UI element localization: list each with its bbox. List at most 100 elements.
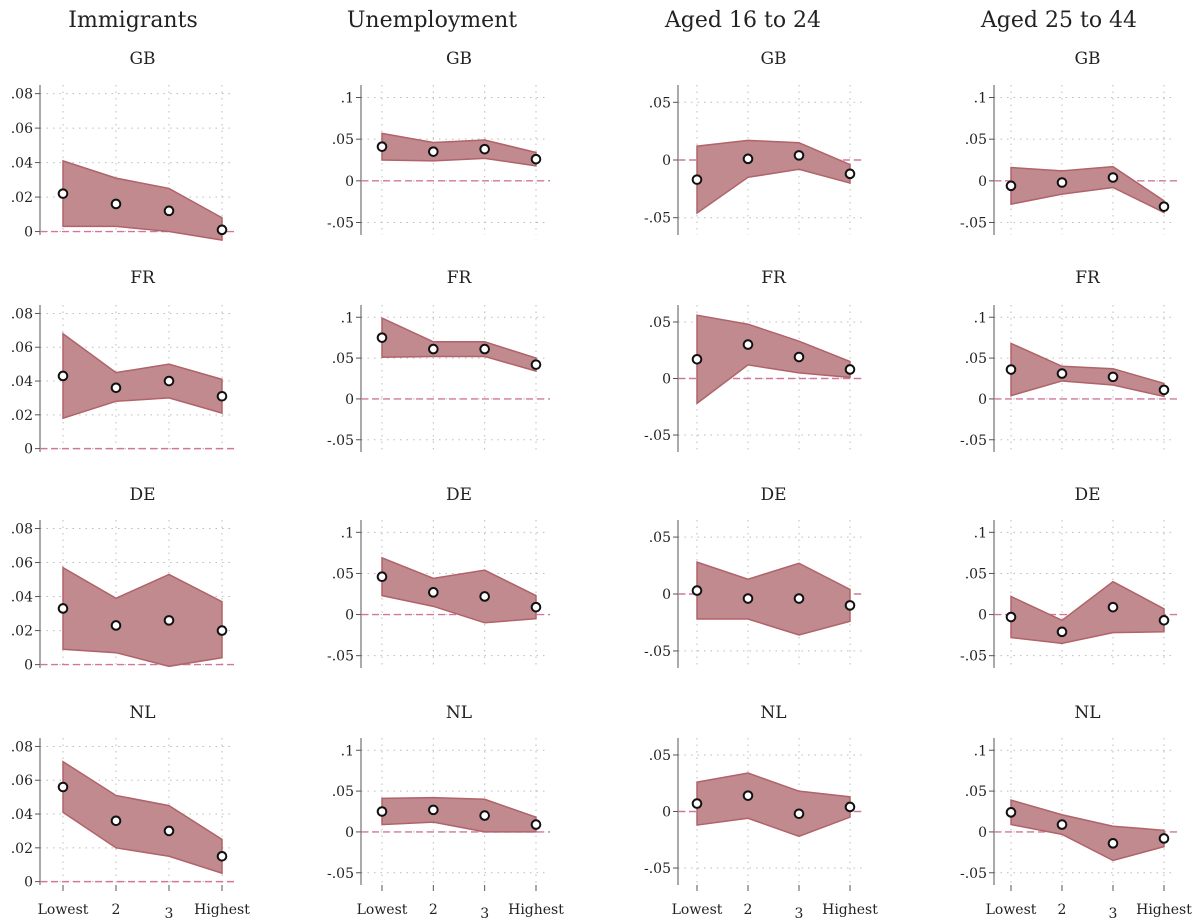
y-tick-label: .02: [11, 841, 33, 857]
y-tick-label: .08: [11, 306, 33, 322]
panel-title: DE: [760, 485, 786, 505]
point-estimate: [428, 587, 439, 598]
panel-0-3: NL 0 .02 .04 .06 .08: [11, 703, 236, 891]
point-estimate: [57, 781, 69, 793]
y-tick-label: -.05: [644, 428, 671, 444]
y-tick-label: -.05: [960, 216, 987, 232]
y-tick-label: 0: [24, 875, 33, 891]
confidence-band: [1010, 342, 1165, 398]
y-tick-label: 0: [345, 608, 354, 624]
x-tick-label: 3: [1109, 906, 1118, 922]
confidence-band: [1010, 580, 1165, 645]
point-estimate: [57, 603, 69, 614]
panel-title: GB: [129, 49, 155, 69]
point-estimate: [428, 343, 439, 355]
y-tick-label: 0: [978, 608, 987, 624]
y-tick-label: .1: [974, 743, 987, 759]
y-tick-label: .06: [11, 556, 33, 572]
point-estimate: [163, 825, 175, 837]
panel-title: GB: [760, 49, 786, 69]
y-tick-label: .1: [974, 525, 987, 541]
y-tick-label: -.05: [327, 433, 354, 449]
panel-title: NL: [446, 703, 472, 723]
y-tick-label: .05: [965, 566, 987, 582]
y-tick-label: 0: [662, 587, 671, 603]
column-title: Aged 25 to 44: [980, 8, 1137, 33]
y-tick-label: 0: [662, 372, 671, 388]
point-estimate: [216, 224, 228, 236]
y-tick-label: .06: [11, 340, 33, 356]
point-estimate: [1056, 368, 1068, 379]
point-estimate: [844, 364, 856, 375]
point-estimate: [1158, 384, 1170, 396]
point-estimate: [1056, 177, 1068, 188]
point-estimate: [479, 143, 490, 155]
y-tick-label: .05: [965, 784, 987, 800]
panel-title: NL: [760, 703, 786, 723]
point-estimate: [742, 790, 754, 801]
panel-title: DE: [446, 485, 472, 505]
x-axis-1: Lowest 2 3 Highest: [357, 885, 564, 922]
x-tick-label: Highest: [1136, 902, 1192, 918]
confidence-band: [381, 556, 537, 624]
y-tick-label: -.05: [327, 649, 354, 665]
y-tick-label: .1: [341, 743, 354, 759]
point-estimate: [163, 615, 175, 626]
y-tick-label: .08: [11, 87, 33, 103]
panel-title: NL: [129, 703, 155, 723]
chart-column-3: Aged 25 to 44 GB -.05 0 .05 .1 FR -.05 0 .05 .1 DE -…: [960, 8, 1192, 922]
point-estimate: [1056, 626, 1068, 638]
point-estimate: [216, 390, 228, 402]
panel-1-2: DE -.05 0 .05 .1: [327, 485, 550, 668]
y-tick-label: .02: [11, 408, 33, 424]
confidence-band: [62, 566, 223, 668]
y-tick-label: .06: [11, 121, 33, 137]
point-estimate: [691, 174, 703, 185]
y-tick-label: -.05: [644, 861, 671, 877]
x-tick-label: 2: [1058, 902, 1067, 918]
y-tick-label: -.05: [327, 866, 354, 882]
point-estimate: [110, 815, 122, 827]
point-estimate: [479, 810, 490, 821]
y-tick-label: 0: [978, 174, 987, 190]
y-tick-label: .05: [332, 784, 354, 800]
point-estimate: [844, 600, 856, 611]
confidence-band: [696, 314, 851, 405]
y-tick-label: -.05: [960, 866, 987, 882]
x-tick-label: Highest: [194, 902, 250, 918]
confidence-band: [1010, 165, 1165, 214]
y-tick-label: .08: [11, 739, 33, 755]
panel-0-0: GB 0 .02 .04 .06 .08: [11, 49, 236, 242]
point-estimate: [1005, 807, 1017, 818]
panel-0-2: DE 0 .02 .04 .06 .08: [11, 485, 236, 674]
point-estimate: [428, 804, 439, 816]
point-estimate: [1005, 364, 1017, 375]
panel-title: NL: [1074, 703, 1100, 723]
point-estimate: [376, 332, 388, 343]
point-estimate: [1158, 201, 1170, 212]
y-tick-label: .02: [11, 190, 33, 206]
y-tick-label: .05: [332, 566, 354, 582]
point-estimate: [216, 850, 228, 862]
x-axis-3: Lowest 2 3 Highest: [986, 885, 1192, 922]
point-estimate: [844, 801, 856, 813]
point-estimate: [479, 343, 490, 355]
panel-0-1: FR 0 .02 .04 .06 .08: [11, 268, 236, 458]
y-tick-label: .1: [341, 310, 354, 326]
confidence-band: [1010, 799, 1165, 862]
x-tick-label: 2: [744, 902, 753, 918]
point-estimate: [742, 339, 754, 350]
confidence-band: [696, 139, 851, 215]
point-estimate: [376, 571, 388, 583]
confidence-band: [62, 332, 223, 420]
point-estimate: [1107, 172, 1119, 183]
confidence-band: [62, 159, 223, 242]
column-title: Unemployment: [347, 8, 517, 33]
point-estimate: [793, 593, 805, 604]
x-tick-label: Lowest: [38, 902, 89, 918]
y-tick-label: .1: [974, 91, 987, 107]
y-tick-label: 0: [978, 825, 987, 841]
y-tick-label: .02: [11, 624, 33, 640]
y-tick-label: .05: [965, 132, 987, 148]
y-tick-label: 0: [345, 174, 354, 190]
